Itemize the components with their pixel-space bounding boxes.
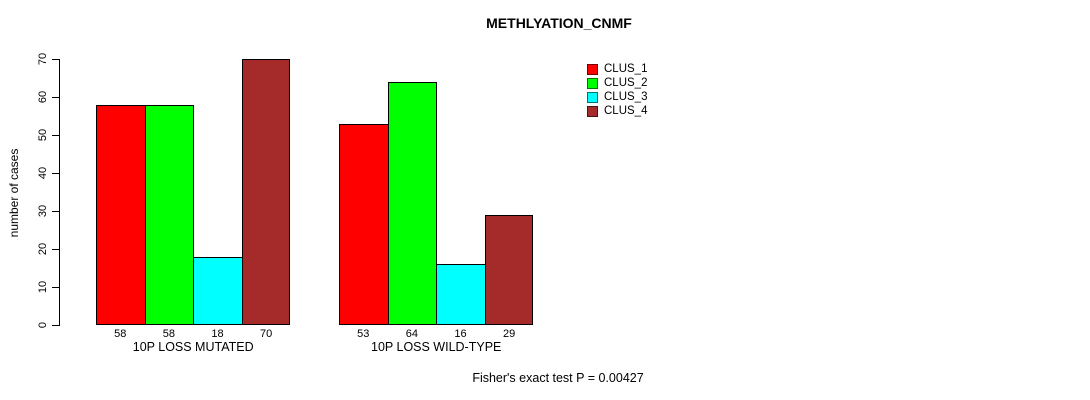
legend-swatch-icon [587,64,598,75]
y-tick-label: 70 [37,52,49,66]
bar-value-label: 53 [357,328,370,340]
bar-value-label: 29 [502,328,516,340]
bar-value-label: 58 [162,328,176,340]
y-tick-mark [52,211,59,212]
y-tick-mark [52,135,59,136]
bar-value-label: 18 [211,328,224,340]
legend-label: CLUS_1 [604,63,648,75]
legend-item-clus_4: CLUS_4 [587,105,648,117]
y-axis-label: number of cases [7,148,21,238]
y-tick-mark [52,325,59,326]
bar-clus_2-1 [144,104,195,325]
chart-title: METHLYATION_CNMF [486,15,632,31]
legend-item-clus_1: CLUS_1 [587,63,648,75]
category-label: 10P LOSS WILD-TYPE [371,340,502,354]
bar-clus_2-2 [387,81,438,325]
y-axis-line [59,59,60,326]
category-label: 10P LOSS MUTATED [132,340,254,354]
y-tick-label: 20 [37,242,49,256]
bar-value-label: 64 [405,328,419,340]
legend-label: CLUS_3 [604,91,648,103]
bar-value-label: 16 [454,328,467,340]
legend: CLUS_1 CLUS_2 CLUS_3 CLUS_4 [587,63,648,117]
y-tick-mark [52,59,59,60]
y-tick-label: 10 [37,280,49,294]
y-tick-label: 40 [37,166,49,180]
bar-value-label: 70 [259,328,273,340]
legend-label: CLUS_4 [604,105,648,117]
bar-clus_1-1 [96,104,146,325]
bar-clus_4-2 [484,214,534,325]
y-tick-mark [52,287,59,288]
y-tick-mark [52,97,59,98]
bar-clus_1-2 [339,123,389,325]
y-tick-label: 60 [37,90,49,104]
y-tick-label: 50 [37,128,49,142]
y-tick-label: 0 [37,321,49,329]
y-tick-mark [52,249,59,250]
legend-label: CLUS_2 [604,77,648,89]
legend-swatch-icon [587,92,598,103]
legend-item-clus_3: CLUS_3 [587,91,648,103]
bar-clus_3-2 [436,264,486,325]
legend-swatch-icon [587,78,598,89]
legend-item-clus_2: CLUS_2 [587,77,648,89]
y-tick-mark [52,173,59,174]
fisher-test-annotation: Fisher's exact test P = 0.00427 [472,371,644,385]
bar-clus_4-1 [241,59,291,325]
bar-clus_3-1 [193,256,243,325]
bar-value-label: 58 [114,328,127,340]
y-tick-label: 30 [37,204,49,218]
legend-swatch-icon [587,106,598,117]
